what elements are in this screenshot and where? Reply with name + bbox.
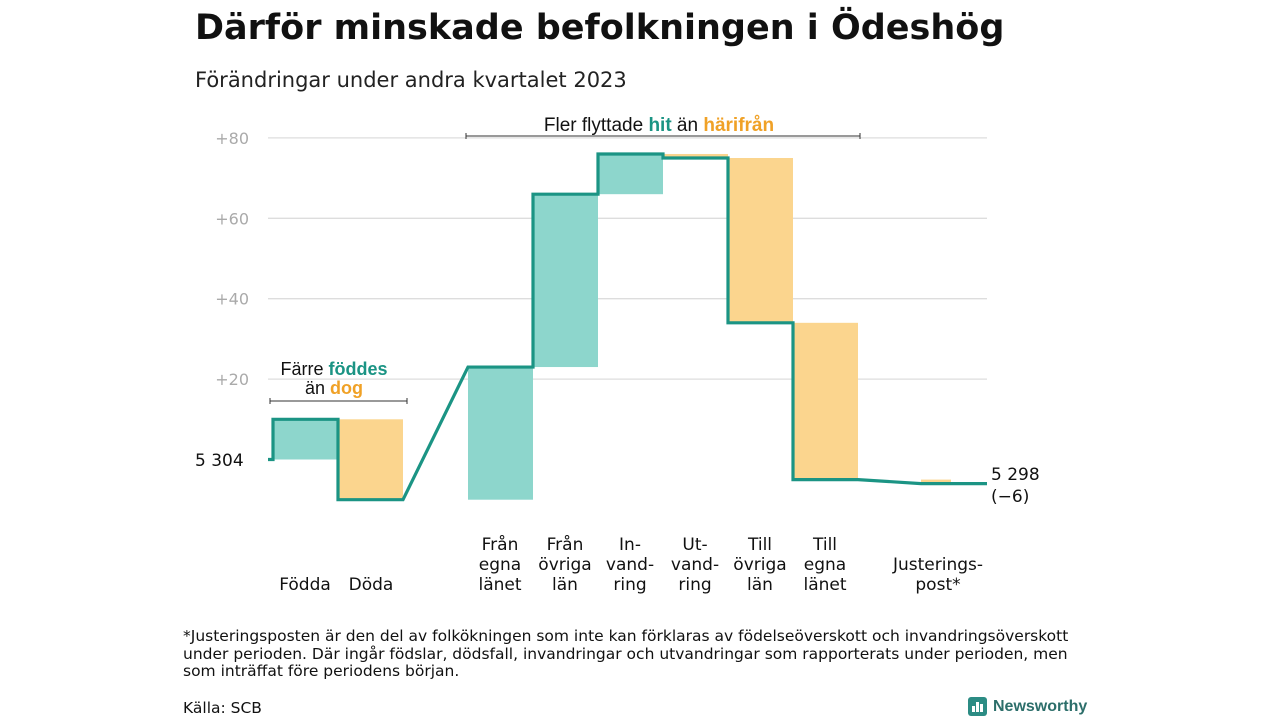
bar-5 xyxy=(663,153,728,158)
category-label-7-1: egna xyxy=(804,555,846,575)
chart-title: Därför minskade befolkningen i Ödeshög xyxy=(195,8,1005,48)
category-label-4-2: ring xyxy=(613,575,646,595)
annotation-top-mid: än xyxy=(672,115,704,136)
category-label-6-2: län xyxy=(747,575,773,595)
annotation-left-line2: än dog xyxy=(305,378,363,398)
annotation-top-bracket xyxy=(465,133,861,139)
source-label: Källa: SCB xyxy=(183,699,262,717)
category-label-7-2: länet xyxy=(803,575,846,595)
category-label-1-0: Döda xyxy=(349,575,394,595)
brand-name: Newsworthy xyxy=(993,697,1088,715)
annotation-left-key-died: dog xyxy=(330,378,363,398)
bar-1 xyxy=(338,419,403,500)
cumulative-step-line xyxy=(268,152,987,502)
bar-6 xyxy=(728,158,793,323)
annotation-left-pre2: än xyxy=(305,378,330,398)
category-label-0-0: Födda xyxy=(279,575,331,595)
category-label-2-0: Från xyxy=(482,534,519,555)
annotation-left-line1: Färre föddes xyxy=(280,359,387,379)
bar-2 xyxy=(468,367,533,500)
bar-3 xyxy=(533,194,598,368)
annotation-top-key-in: hit xyxy=(648,115,672,136)
brand-logo: Newsworthy xyxy=(968,697,1087,716)
category-label-3-1: övriga xyxy=(538,555,591,575)
category-label-2-1: egna xyxy=(479,555,521,575)
y-tick-label-1: +60 xyxy=(215,209,249,228)
bar-0 xyxy=(273,419,338,460)
bar-chart-icon xyxy=(968,697,987,716)
category-label-5-2: ring xyxy=(678,575,711,595)
category-label-6-1: övriga xyxy=(733,555,786,575)
annotation-top-pre: Fler flyttade xyxy=(544,115,649,136)
footnote: *Justeringsposten är den del av folkökni… xyxy=(183,627,1069,680)
category-label-5-1: vand- xyxy=(671,555,719,575)
category-label-4-0: In- xyxy=(619,535,641,555)
category-label-3-0: Från xyxy=(547,534,584,555)
y-tick-label-3: +20 xyxy=(215,370,249,389)
category-label-8-0: Justerings- xyxy=(892,555,983,575)
category-label-4-1: vand- xyxy=(606,555,654,575)
annotation-top-key-out: härifrån xyxy=(703,115,774,136)
y-tick-label-0: +80 xyxy=(215,129,249,148)
category-label-8-1: post* xyxy=(915,575,960,595)
chart-subtitle: Förändringar under andra kvartalet 2023 xyxy=(195,68,627,92)
category-label-7-0: Till xyxy=(812,535,837,555)
bar-7 xyxy=(793,322,858,480)
bar-4 xyxy=(598,153,663,195)
category-label-5-0: Ut- xyxy=(682,535,707,555)
annotation-left-bracket xyxy=(269,398,408,404)
category-label-6-0: Till xyxy=(747,535,772,555)
y-tick-label-2: +40 xyxy=(215,290,249,309)
annotation-left-pre1: Färre xyxy=(280,359,328,379)
start-value-label: 5 304 xyxy=(195,451,244,471)
category-label-3-2: län xyxy=(552,575,578,595)
category-label-2-2: länet xyxy=(478,575,521,595)
end-value-label: 5 298 xyxy=(991,465,1040,485)
annotation-top: Fler flyttade hit än härifrån xyxy=(544,115,774,136)
bar-8 xyxy=(921,479,951,484)
end-change-label: (−6) xyxy=(991,487,1029,507)
annotation-left-key-born: föddes xyxy=(329,359,388,379)
